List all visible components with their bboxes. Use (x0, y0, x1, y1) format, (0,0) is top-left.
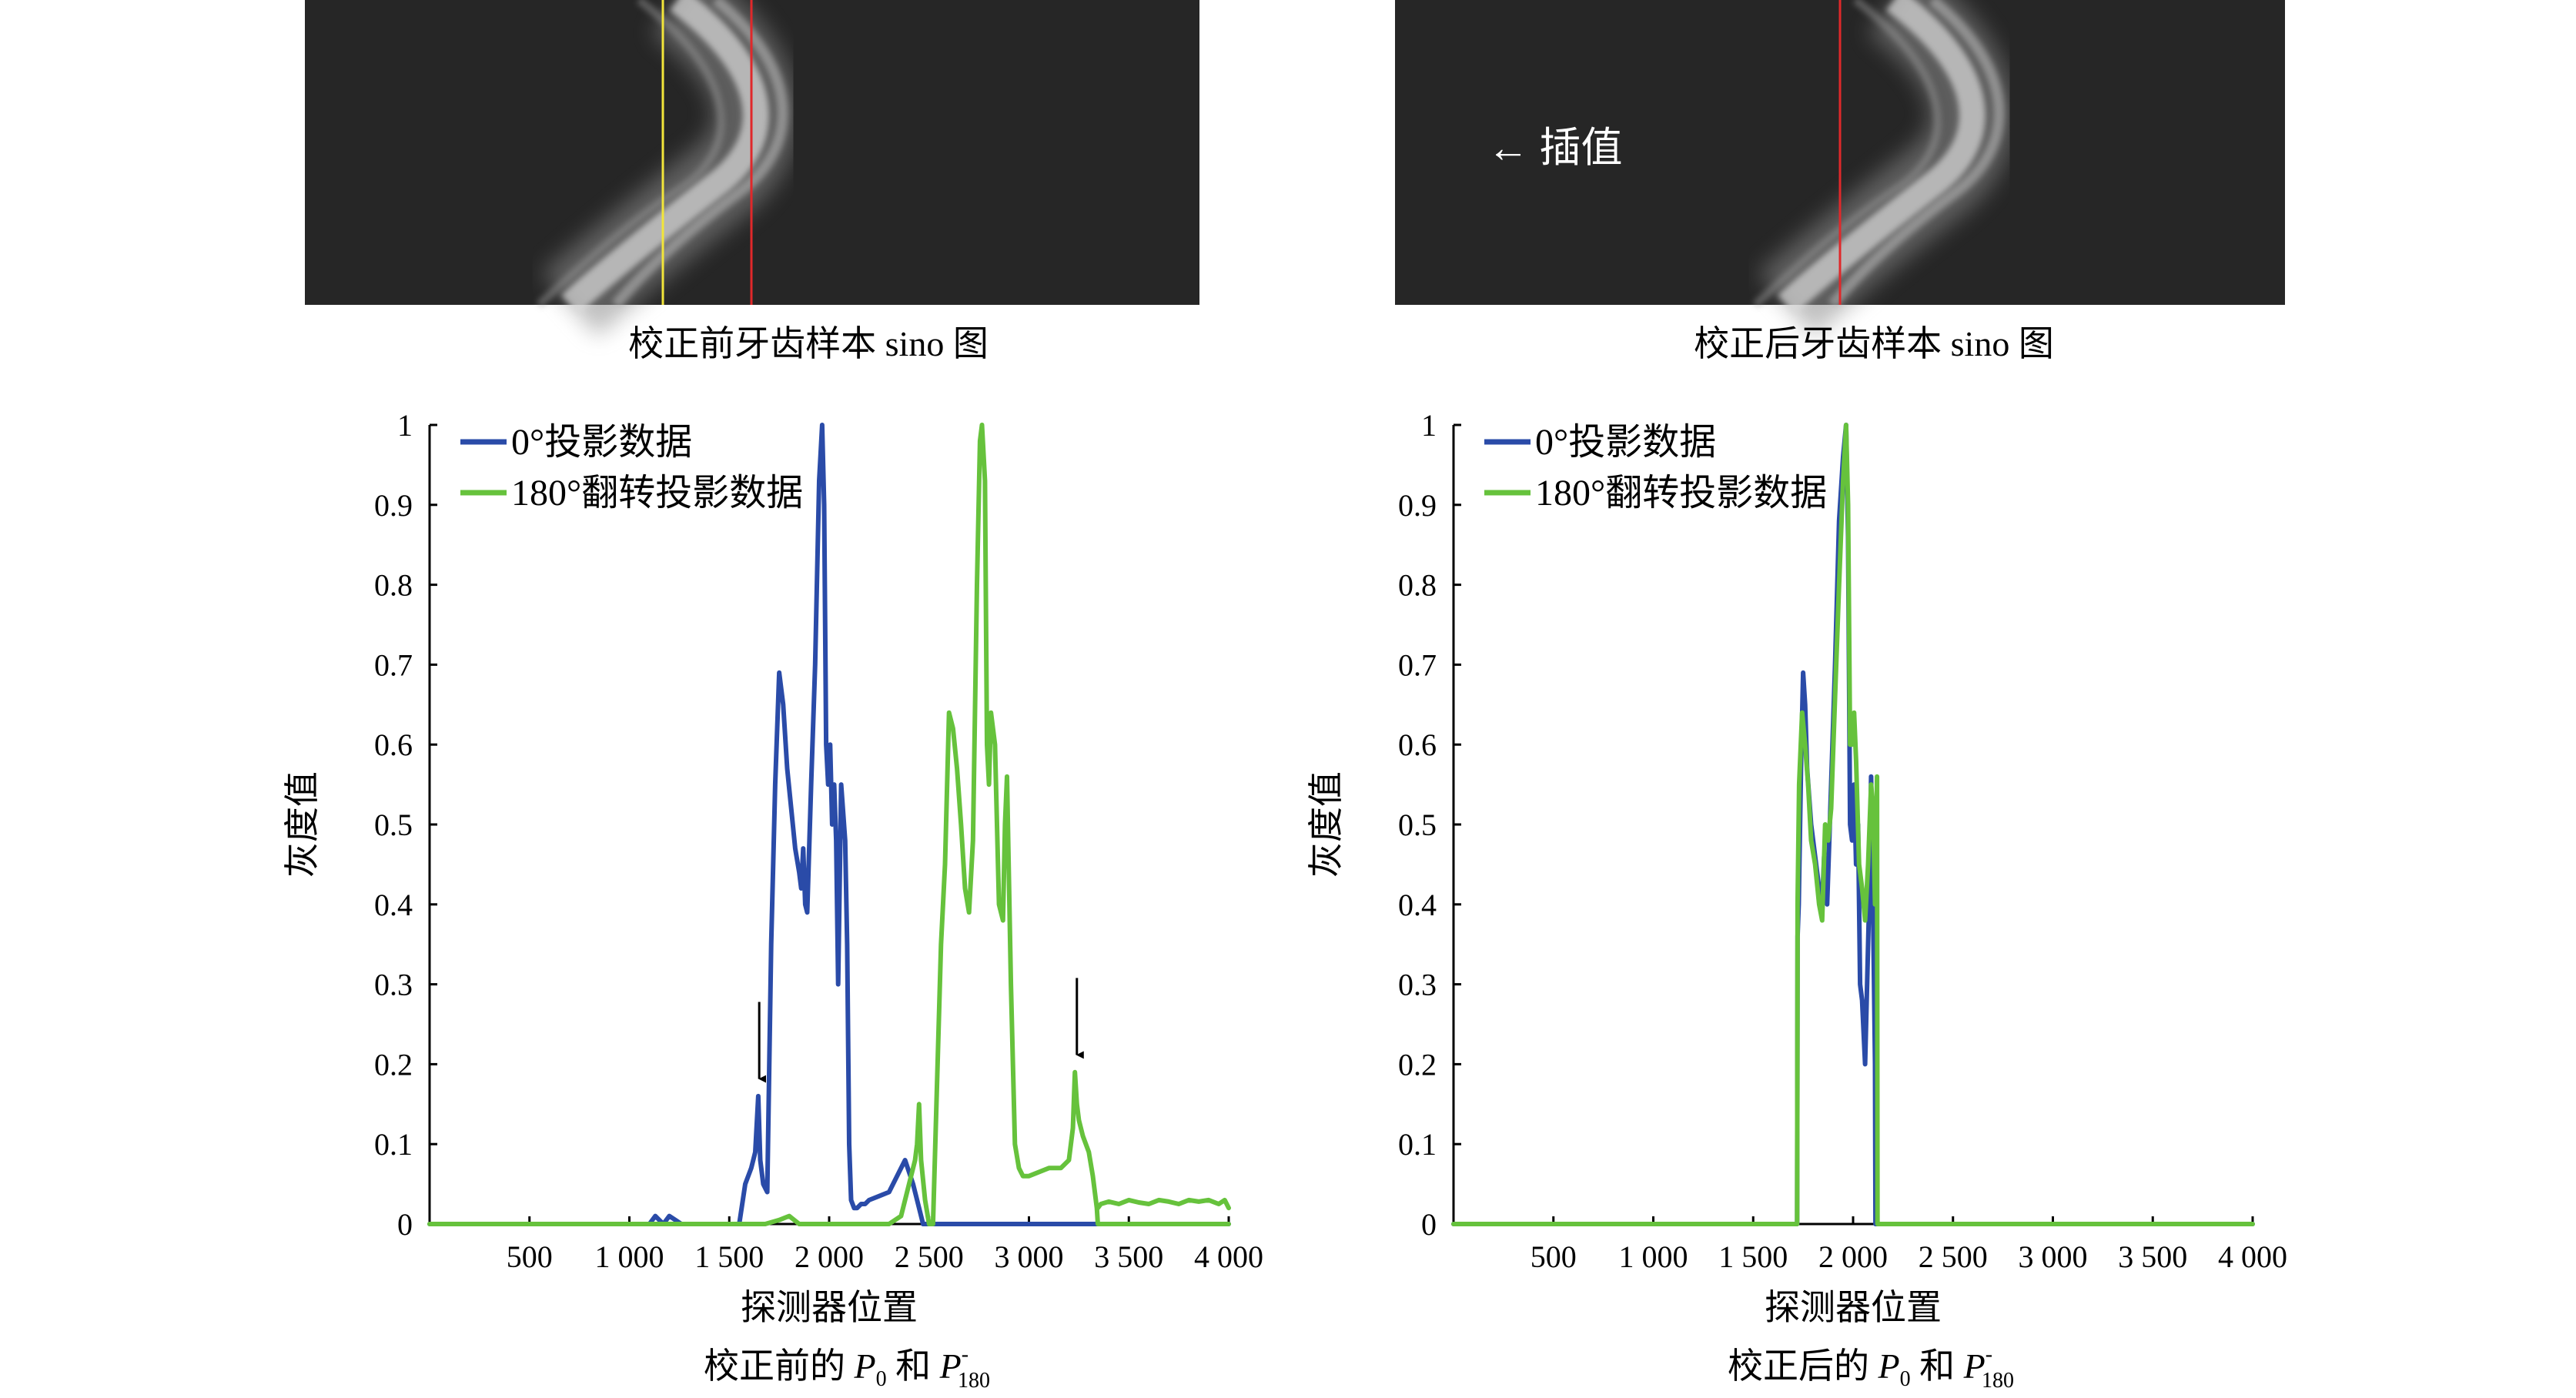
series-line-2 (1096, 1197, 1231, 1211)
y-tick-label: 0 (1421, 1207, 1437, 1242)
x-tick-label: 2 500 (1919, 1239, 1988, 1274)
chart-left-series (427, 423, 1231, 1226)
x-tick-label: 1 000 (595, 1239, 664, 1274)
x-tick-label: 3 000 (2019, 1239, 2088, 1274)
x-tick-label: 1 500 (1718, 1239, 1788, 1274)
x-tick-label: 500 (1531, 1239, 1577, 1274)
y-tick-label: 0.5 (1398, 808, 1437, 842)
series-line-0 (427, 423, 1231, 1226)
y-tick-label: 0.8 (1398, 568, 1437, 603)
legend-entry-1: 180°翻转投影数据 (1535, 473, 1827, 513)
y-tick-label: 0.4 (1398, 888, 1437, 922)
chart-left-legend: 0°投影数据 180°翻转投影数据 (460, 422, 803, 513)
y-tick-label: 0.3 (1398, 968, 1437, 1002)
x-tick-label: 3 500 (1094, 1239, 1163, 1274)
chart-right-series (1451, 423, 2255, 1226)
chart-right-legend: 0°投影数据 180°翻转投影数据 (1484, 422, 1827, 513)
x-tick-label: 3 500 (2118, 1239, 2187, 1274)
y-tick-label: 0.4 (374, 888, 413, 922)
y-axis-label: 灰度值 (1306, 771, 1346, 878)
y-tick-label: 0.2 (374, 1047, 413, 1082)
y-tick-label: 0.7 (1398, 647, 1437, 682)
x-tick-label: 3 000 (995, 1239, 1064, 1274)
sino-bands (536, 0, 798, 336)
chart-left-axes: 0 0.1 0.2 0.3 0.4 0.5 0.6 0.7 0.8 0.9 1 500 1 000 1 5… (283, 408, 1263, 1327)
y-tick-label: 0.8 (374, 568, 413, 603)
x-tick-label: 1 000 (1619, 1239, 1688, 1274)
y-axis-label: 灰度值 (283, 771, 322, 878)
y-tick-label: 1 (1421, 408, 1437, 443)
y-tick-label: 0 (397, 1207, 413, 1242)
y-tick-label: 0.2 (1398, 1047, 1437, 1082)
sino-image-before (305, 0, 1199, 336)
chart-after-correction: 0 0.1 0.2 0.3 0.4 0.5 0.6 0.7 0.8 0.9 1 500 1 000 1 5… (1306, 408, 2287, 1327)
y-tick-label: 0.7 (374, 647, 413, 682)
x-tick-label: 1 500 (694, 1239, 764, 1274)
x-tick-label: 4 000 (1194, 1239, 1263, 1274)
y-tick-label: 0.9 (374, 488, 413, 523)
sino-image-after: ← 插值 (1395, 0, 2285, 336)
x-tick-label: 4 000 (2218, 1239, 2287, 1274)
x-tick-label: 2 500 (895, 1239, 964, 1274)
y-tick-label: 0.6 (1398, 727, 1437, 762)
x-tick-label: 500 (507, 1239, 553, 1274)
interpolation-annotation: ← 插值 (1487, 125, 1623, 171)
caption-sino-before: 校正前牙齿样本 sino 图 (628, 324, 989, 363)
legend-entry-1: 180°翻转投影数据 (511, 473, 803, 513)
chart-right-caption: 校正后的 P0 和 P-180 (1728, 1343, 2014, 1393)
x-tick-label: 2 000 (1818, 1239, 1888, 1274)
y-tick-label: 0.5 (374, 808, 413, 842)
x-axis-label: 探测器位置 (741, 1288, 918, 1327)
y-tick-label: 1 (397, 408, 413, 443)
y-tick-label: 0.1 (374, 1127, 413, 1162)
chart-before-correction: 0 0.1 0.2 0.3 0.4 0.5 0.6 0.7 0.8 0.9 1 500 1 000 1 5… (283, 408, 1263, 1327)
y-tick-label: 0.1 (1398, 1127, 1437, 1162)
chart-right-axes: 0 0.1 0.2 0.3 0.4 0.5 0.6 0.7 0.8 0.9 1 500 1 000 1 5… (1306, 408, 2287, 1327)
y-tick-label: 0.3 (374, 968, 413, 1002)
series-line-1 (1451, 423, 2255, 1226)
sino-bands-after (1752, 0, 2015, 336)
series-line-1 (427, 423, 1231, 1226)
series-line-0 (1451, 423, 2255, 1226)
y-tick-label: 0.6 (374, 727, 413, 762)
x-tick-label: 2 000 (795, 1239, 864, 1274)
legend-entry-0: 0°投影数据 (511, 422, 692, 463)
legend-entry-0: 0°投影数据 (1535, 422, 1716, 463)
caption-sino-after: 校正后牙齿样本 sino 图 (1694, 324, 2054, 363)
x-axis-label: 探测器位置 (1765, 1288, 1942, 1327)
chart-left-caption: 校正前的 P0 和 P-180 (704, 1343, 990, 1393)
y-tick-label: 0.9 (1398, 488, 1437, 523)
